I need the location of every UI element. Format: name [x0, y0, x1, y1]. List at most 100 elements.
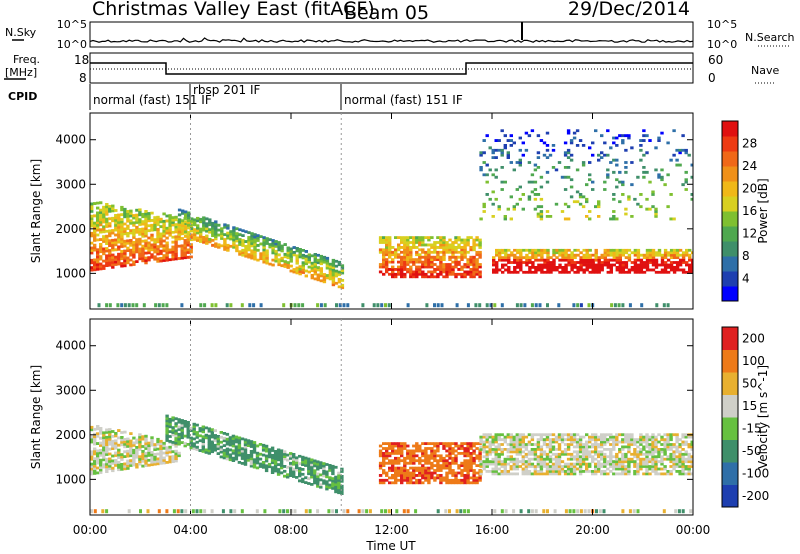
- echo-cell: [135, 455, 139, 459]
- echo-cell: [497, 435, 501, 439]
- echo-cell: [503, 217, 507, 221]
- echo-cell: [126, 241, 130, 245]
- echo-cell: [144, 434, 148, 438]
- echo-cell: [108, 249, 112, 252]
- echo-cell: [102, 264, 106, 268]
- echo-cell: [597, 270, 601, 274]
- echo-cell: [90, 435, 94, 439]
- echo-cell: [466, 471, 470, 475]
- echo-cell: [460, 481, 464, 485]
- echo-cell: [669, 263, 674, 267]
- echo-cell: [298, 252, 302, 256]
- echo-cell: [507, 256, 511, 259]
- echo-cell: [385, 471, 389, 475]
- echo-cell: [181, 221, 185, 225]
- echo-cell: [262, 255, 266, 259]
- echo-cell: [186, 430, 190, 434]
- echo-cell: [534, 270, 538, 274]
- echo-cell: [334, 480, 338, 484]
- echo-cell: [639, 270, 644, 274]
- echo-cell: [512, 443, 516, 446]
- echo-cell: [102, 227, 106, 231]
- echo-cell: [117, 221, 121, 224]
- echo-cell: [264, 449, 269, 453]
- echo-cell: [138, 445, 142, 449]
- echo-cell: [295, 266, 299, 270]
- echo-cell: [488, 443, 492, 446]
- echo-cell: [253, 250, 257, 254]
- colorbar-tick-label: 20: [742, 182, 757, 196]
- echo-cell: [639, 448, 643, 451]
- nsky-tick-bottom: 10^0: [57, 38, 87, 51]
- echo-cell: [256, 248, 260, 252]
- echo-cell: [624, 457, 628, 461]
- echo-cell: [612, 443, 616, 446]
- echo-cell: [681, 148, 685, 152]
- echo-cell: [624, 472, 628, 476]
- echo-cell: [687, 472, 691, 476]
- echo-cell: [168, 450, 172, 454]
- echo-cell: [93, 234, 97, 237]
- echo-cell: [298, 454, 302, 458]
- echo-cell: [211, 221, 215, 225]
- echo-cell: [126, 224, 130, 228]
- echo-cell: [672, 462, 676, 466]
- echo-cell: [660, 178, 664, 182]
- echo-cell: [280, 259, 284, 263]
- echo-cell: [672, 450, 676, 454]
- echo-cell: [553, 509, 557, 514]
- echo-cell: [117, 468, 121, 472]
- echo-cell: [150, 255, 154, 259]
- echo-cell: [304, 274, 308, 278]
- echo-cell: [418, 466, 422, 470]
- echo-cell: [603, 460, 607, 464]
- echo-cell: [219, 431, 223, 434]
- echo-cell: [255, 509, 259, 514]
- echo-cell: [540, 248, 544, 252]
- echo-cell: [600, 433, 604, 437]
- echo-cell: [144, 219, 148, 223]
- echo-cell: [126, 259, 130, 262]
- echo-cell: [660, 256, 665, 259]
- colorbar-segment: [722, 462, 738, 485]
- echo-cell: [554, 467, 559, 471]
- echo-cell: [684, 188, 688, 191]
- echo-cell: [492, 261, 496, 264]
- echo-cell: [141, 234, 145, 238]
- echo-cell: [551, 467, 556, 471]
- echo-cell: [633, 452, 637, 456]
- echo-cell: [630, 435, 634, 439]
- echo-cell: [609, 450, 613, 454]
- echo-cell: [551, 166, 556, 169]
- echo-cell: [603, 251, 607, 255]
- echo-cell: [138, 213, 142, 217]
- echo-cell: [663, 465, 667, 468]
- echo-cell: [162, 259, 166, 262]
- echo-cell: [591, 470, 595, 473]
- echo-cell: [334, 483, 338, 486]
- echo-cell: [156, 252, 160, 256]
- echo-cell: [102, 213, 106, 216]
- echo-cell: [337, 263, 342, 267]
- echo-cell: [397, 255, 401, 259]
- echo-cell: [177, 218, 182, 222]
- echo-cell: [385, 268, 389, 271]
- echo-cell: [666, 266, 671, 269]
- echo-cell: [663, 457, 667, 461]
- echo-cell: [108, 433, 112, 436]
- echo-cell: [307, 477, 311, 480]
- echo-cell: [335, 303, 338, 308]
- echo-cell: [96, 466, 100, 470]
- echo-cell: [292, 457, 296, 461]
- echo-cell: [310, 254, 314, 258]
- echo-cell: [421, 260, 425, 264]
- echo-cell: [174, 436, 178, 440]
- echo-cell: [265, 254, 269, 258]
- echo-cell: [660, 457, 664, 461]
- echo-cell: [509, 455, 513, 459]
- echo-cell: [132, 456, 136, 459]
- echo-cell: [335, 509, 338, 514]
- echo-cell: [108, 452, 112, 456]
- echo-cell: [225, 454, 230, 458]
- echo-cell: [551, 448, 556, 451]
